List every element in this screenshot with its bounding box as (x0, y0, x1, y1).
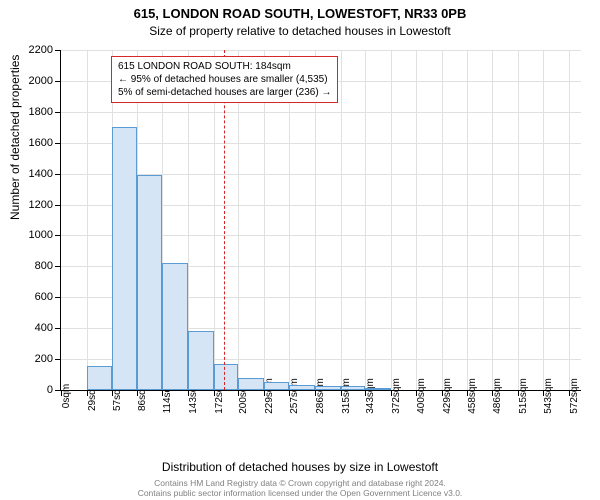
y-tick-label: 2200 (29, 44, 53, 56)
y-tick (55, 328, 61, 329)
footer-line2: Contains public sector information licen… (0, 488, 600, 498)
y-tick (55, 112, 61, 113)
histogram-bar (315, 386, 341, 390)
gridline-v (87, 50, 88, 390)
x-tick-label: 315sqm (341, 378, 352, 414)
y-tick (55, 50, 61, 51)
y-tick (55, 205, 61, 206)
annotation-line2: ← 95% of detached houses are smaller (4,… (118, 73, 331, 86)
gridline-v (569, 50, 570, 390)
histogram-bar (264, 382, 289, 390)
histogram-bar (214, 364, 239, 390)
annotation-line3: 5% of semi-detached houses are larger (2… (118, 86, 331, 99)
y-tick (55, 174, 61, 175)
gridline-v (518, 50, 519, 390)
y-tick-label: 2000 (29, 75, 53, 87)
x-tick-label: 286sqm (315, 378, 326, 414)
histogram-bar (112, 127, 138, 390)
histogram-bar (341, 386, 366, 390)
annotation-box: 615 LONDON ROAD SOUTH: 184sqm ← 95% of d… (111, 56, 338, 103)
x-tick-label: 458sqm (467, 378, 478, 414)
y-tick-label: 600 (35, 291, 53, 303)
gridline-v (543, 50, 544, 390)
x-axis-label: Distribution of detached houses by size … (0, 460, 600, 474)
histogram-bar (137, 175, 162, 390)
y-tick (55, 143, 61, 144)
y-axis-label: Number of detached properties (8, 55, 22, 220)
x-tick-label: 343sqm (365, 378, 376, 414)
y-tick (55, 235, 61, 236)
x-tick-label: 543sqm (543, 378, 554, 414)
gridline-v (492, 50, 493, 390)
y-tick-label: 1200 (29, 199, 53, 211)
histogram-bar (162, 263, 188, 390)
histogram-bar (365, 388, 391, 390)
x-tick-label: 572sqm (569, 378, 580, 414)
gridline-v (365, 50, 366, 390)
y-tick (55, 266, 61, 267)
footer-line1: Contains HM Land Registry data © Crown c… (0, 478, 600, 488)
x-tick-label: 486sqm (492, 378, 503, 414)
chart-title: 615, LONDON ROAD SOUTH, LOWESTOFT, NR33 … (0, 6, 600, 21)
y-tick (55, 297, 61, 298)
gridline-h (61, 143, 581, 144)
histogram-bar (87, 366, 112, 390)
x-tick-label: 0sqm (61, 384, 72, 408)
histogram-bar (188, 331, 214, 390)
gridline-v (391, 50, 392, 390)
y-tick-label: 800 (35, 260, 53, 272)
gridline-v (341, 50, 342, 390)
y-tick-label: 0 (47, 384, 53, 396)
histogram-bar (289, 385, 315, 390)
histogram-bar (238, 378, 264, 390)
annotation-line1: 615 LONDON ROAD SOUTH: 184sqm (118, 60, 331, 73)
gridline-v (442, 50, 443, 390)
gridline-h (61, 112, 581, 113)
y-tick-label: 400 (35, 322, 53, 334)
x-tick-label: 400sqm (416, 378, 427, 414)
chart-subtitle: Size of property relative to detached ho… (0, 24, 600, 38)
y-tick (55, 81, 61, 82)
y-tick-label: 1400 (29, 168, 53, 180)
plot-area: 0200400600800100012001400160018002000220… (60, 50, 581, 391)
y-tick-label: 1600 (29, 137, 53, 149)
x-tick-label: 515sqm (518, 378, 529, 414)
gridline-h (61, 50, 581, 51)
chart-container: 615, LONDON ROAD SOUTH, LOWESTOFT, NR33 … (0, 0, 600, 500)
gridline-v (467, 50, 468, 390)
gridline-v (416, 50, 417, 390)
x-tick-label: 372sqm (391, 378, 402, 414)
y-tick-label: 1800 (29, 106, 53, 118)
y-tick-label: 200 (35, 353, 53, 365)
y-tick (55, 359, 61, 360)
x-tick-label: 429sqm (442, 378, 453, 414)
x-tick-label: 257sqm (289, 378, 300, 414)
y-tick-label: 1000 (29, 229, 53, 241)
footer-text: Contains HM Land Registry data © Crown c… (0, 478, 600, 498)
